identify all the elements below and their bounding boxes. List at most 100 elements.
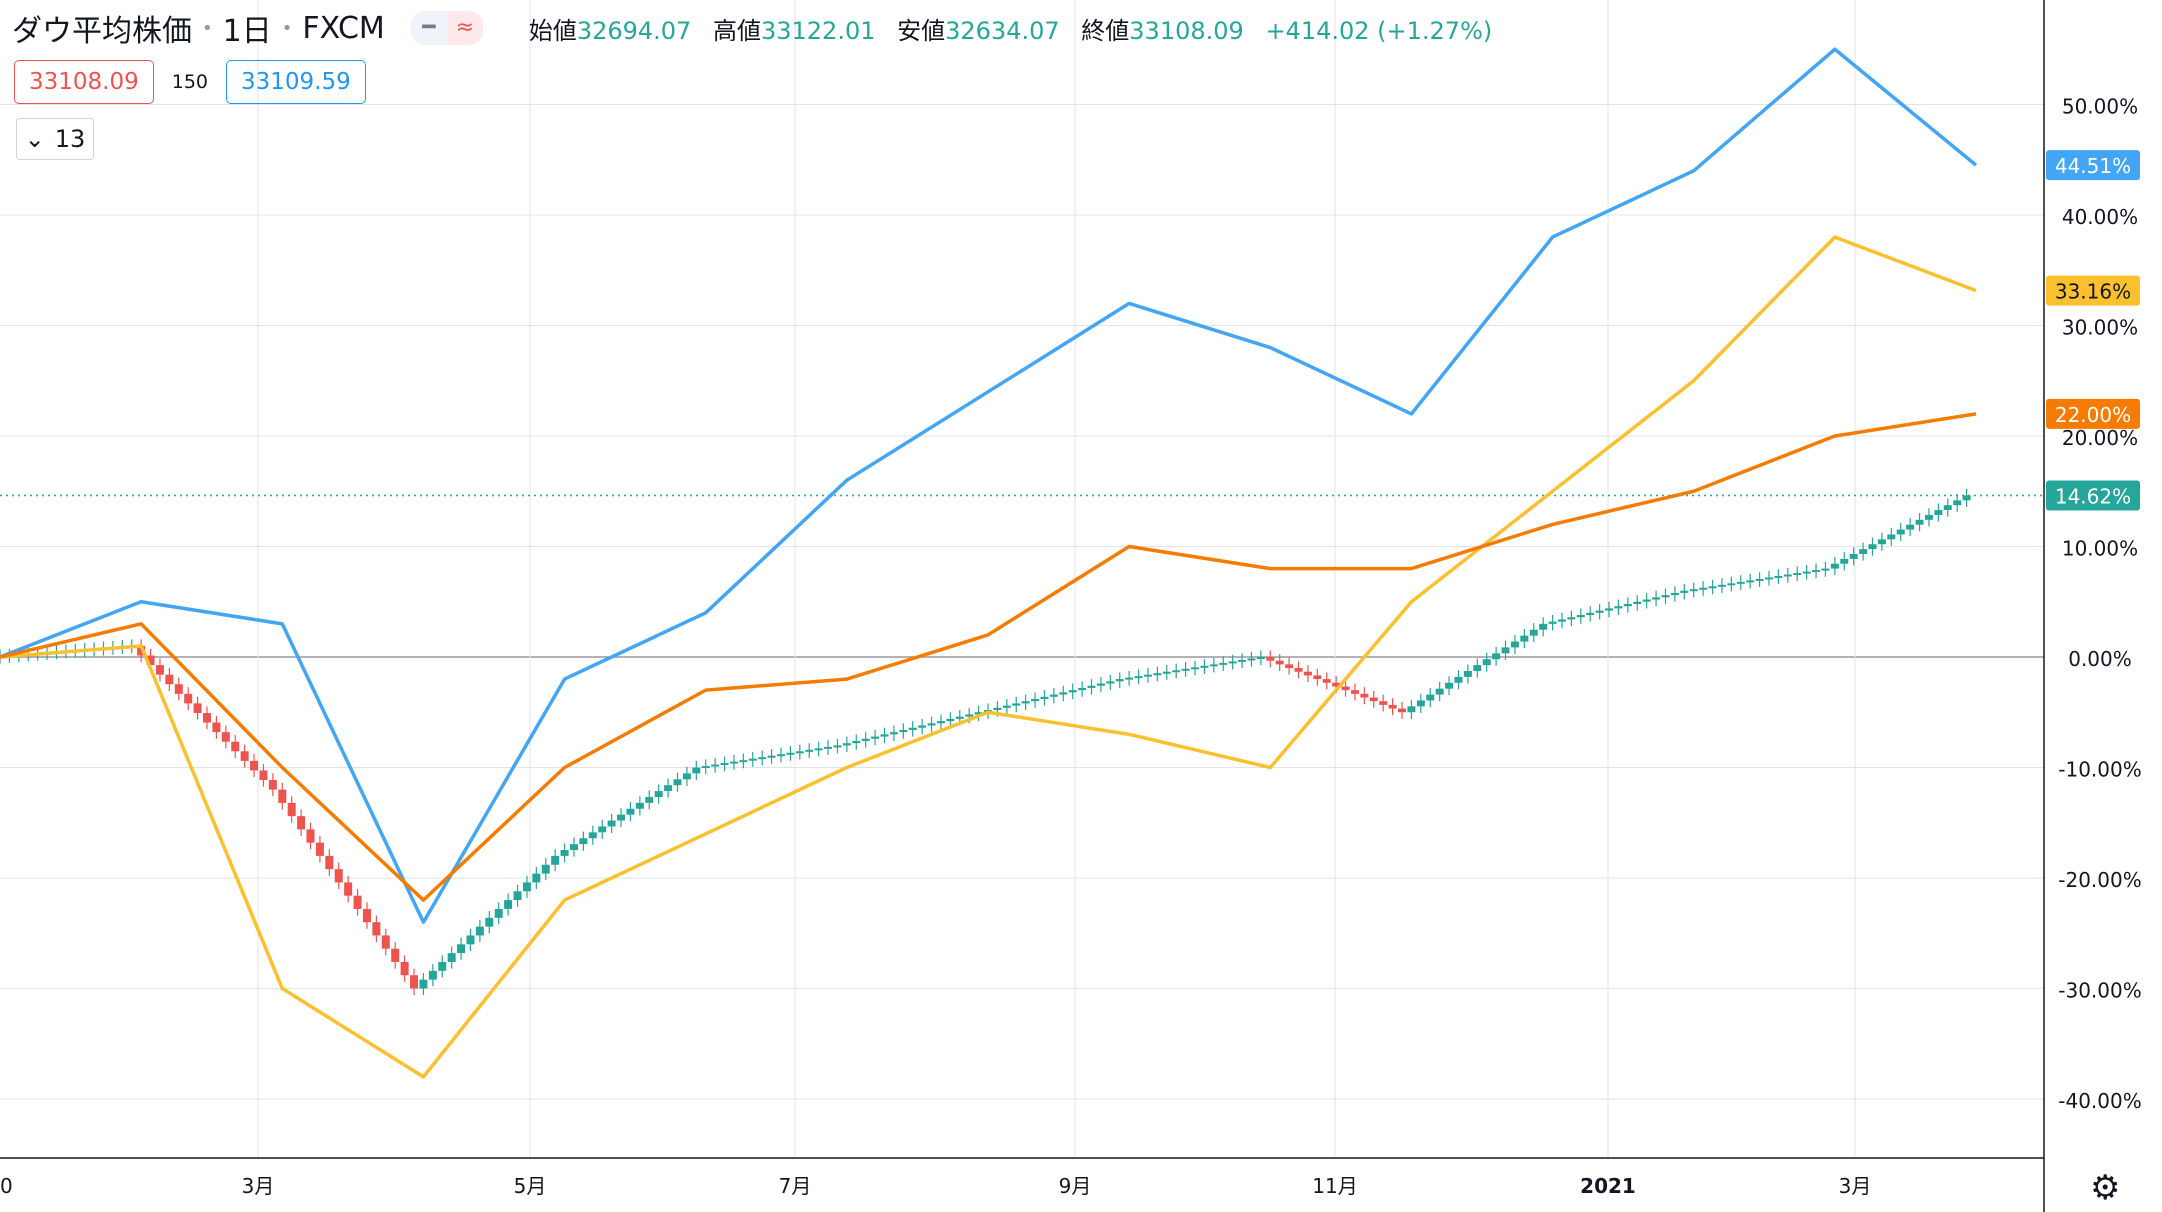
candle bbox=[1802, 571, 1811, 574]
candle bbox=[1059, 692, 1068, 695]
candle bbox=[513, 891, 522, 901]
symbol-title[interactable]: ダウ平均株価 bbox=[12, 14, 192, 49]
candle bbox=[1350, 690, 1359, 694]
candle bbox=[428, 970, 437, 980]
candle bbox=[748, 758, 757, 761]
candle bbox=[993, 707, 1002, 711]
candle bbox=[1482, 659, 1491, 666]
candle bbox=[297, 816, 306, 830]
series-line bbox=[0, 47, 1978, 924]
last-value-badge bbox=[2046, 150, 2140, 181]
candle bbox=[1303, 671, 1312, 676]
last-value-badge bbox=[2046, 480, 2140, 511]
candle bbox=[1435, 688, 1444, 695]
interval-label[interactable]: 1日 bbox=[222, 14, 272, 49]
last-value-label: 22.00% bbox=[2055, 403, 2131, 427]
indicators-collapse-button[interactable]: ⌄ 13 bbox=[16, 118, 94, 160]
candle bbox=[1125, 677, 1134, 680]
candle bbox=[372, 922, 381, 936]
grid bbox=[0, 0, 2044, 1158]
candle bbox=[1605, 608, 1614, 611]
candle bbox=[1501, 647, 1510, 654]
candle bbox=[1699, 587, 1708, 590]
candle bbox=[250, 760, 259, 771]
candle bbox=[306, 829, 315, 843]
candle bbox=[814, 748, 823, 751]
candle bbox=[946, 718, 955, 722]
eye-icon[interactable]: ━ bbox=[410, 11, 447, 45]
candle bbox=[1473, 665, 1482, 671]
last-value-label: 44.51% bbox=[2055, 154, 2131, 178]
line-series bbox=[0, 47, 1978, 1079]
candle bbox=[1642, 599, 1651, 602]
separator-dot: • bbox=[281, 17, 293, 39]
candle bbox=[193, 703, 202, 713]
candle bbox=[165, 674, 174, 685]
approx-icon[interactable]: ≈ bbox=[446, 11, 483, 45]
change-value: +414.02 (+1.27%) bbox=[1265, 16, 1493, 45]
candle bbox=[701, 766, 710, 769]
candle bbox=[1943, 505, 1952, 511]
candle bbox=[1153, 673, 1162, 676]
candle bbox=[758, 757, 767, 760]
last-value-label: 33.16% bbox=[2055, 280, 2131, 304]
chevron-down-icon: ⌄ bbox=[24, 125, 45, 153]
last-value-badges: 44.51% 33.16% 22.00% 14.62% bbox=[2046, 150, 2140, 511]
candle bbox=[588, 832, 597, 839]
candle bbox=[1783, 574, 1792, 577]
candle bbox=[965, 714, 974, 717]
candle bbox=[221, 732, 230, 742]
high-value: 33122.01 bbox=[760, 16, 876, 45]
x-tick-label: 11月 bbox=[1312, 1174, 1357, 1198]
candle bbox=[1614, 606, 1623, 609]
sell-price-button[interactable]: 33108.09 bbox=[14, 60, 154, 104]
candle bbox=[861, 738, 870, 741]
candle bbox=[955, 716, 964, 719]
candle bbox=[1388, 704, 1397, 709]
time-axis: 20 3月 5月 7月 9月 11月 2021 3月 bbox=[0, 1157, 2044, 1198]
ohlc-values: 始値32694.07 高値33122.01 安値32634.07 終値33108… bbox=[515, 11, 1492, 46]
settings-gear-icon[interactable]: ⚙ bbox=[2090, 1168, 2121, 1208]
visibility-toggle[interactable]: ━ ≈ bbox=[410, 11, 483, 45]
candle bbox=[541, 864, 550, 874]
candle bbox=[381, 935, 390, 949]
candle bbox=[532, 873, 541, 883]
candle bbox=[711, 764, 720, 767]
candle bbox=[1934, 510, 1943, 515]
candle bbox=[626, 808, 635, 815]
candle bbox=[1962, 495, 1971, 501]
candle bbox=[447, 953, 456, 962]
y-tick-label: 10.00% bbox=[2062, 537, 2138, 561]
candle bbox=[692, 767, 701, 774]
candle bbox=[1586, 612, 1595, 616]
candle bbox=[720, 763, 729, 766]
candle bbox=[457, 944, 466, 954]
candle bbox=[1200, 665, 1209, 668]
candle bbox=[1670, 592, 1679, 596]
candle bbox=[1322, 679, 1331, 683]
last-value-badge bbox=[2046, 398, 2140, 429]
candle bbox=[1294, 668, 1303, 672]
x-tick-label: 2021 bbox=[1580, 1174, 1636, 1198]
last-value-label: 14.62% bbox=[2055, 484, 2131, 508]
candle bbox=[1896, 529, 1905, 535]
last-value-badge bbox=[2046, 275, 2140, 306]
candle bbox=[1040, 696, 1049, 699]
x-tick-label: 3月 bbox=[242, 1174, 275, 1198]
candle bbox=[1915, 519, 1924, 525]
candle bbox=[155, 665, 164, 675]
candle bbox=[936, 721, 945, 724]
candle bbox=[1830, 563, 1839, 569]
candle bbox=[1379, 701, 1388, 705]
candle bbox=[1256, 657, 1265, 659]
candle bbox=[1689, 589, 1698, 592]
buy-price-button[interactable]: 33109.59 bbox=[226, 60, 366, 104]
x-tick-label: 3月 bbox=[1839, 1174, 1872, 1198]
candle bbox=[438, 961, 447, 971]
candle bbox=[137, 645, 146, 656]
candle bbox=[1398, 708, 1407, 713]
candle bbox=[1529, 629, 1538, 636]
candle bbox=[1557, 619, 1566, 622]
candle bbox=[1859, 549, 1868, 554]
